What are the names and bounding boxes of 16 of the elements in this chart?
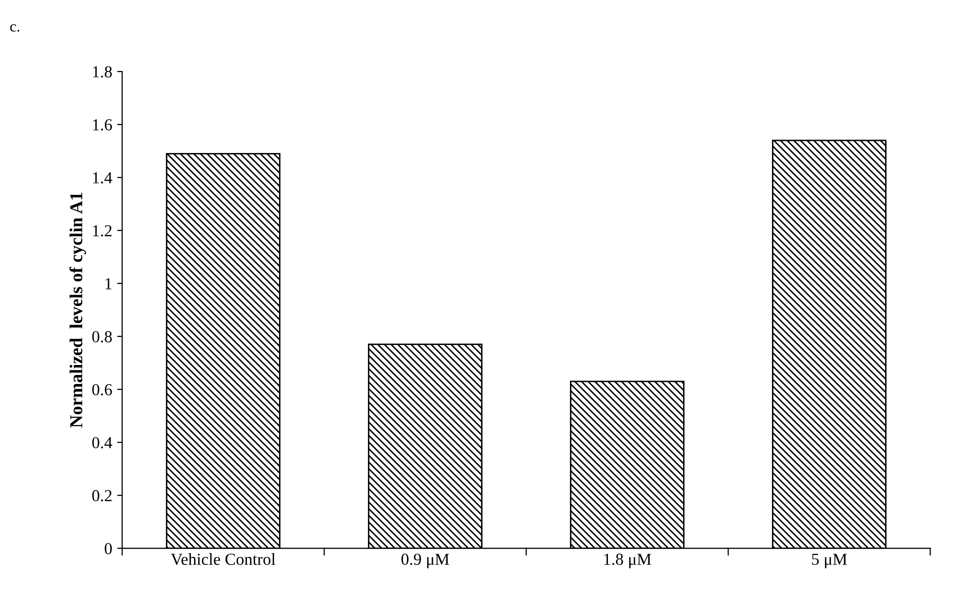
y-tick-label: 0.8: [92, 331, 112, 342]
y-tick-label: 0.6: [92, 384, 112, 396]
x-tick-label: 5 μM: [812, 554, 847, 568]
x-tick-label: 0.9 μM: [401, 554, 450, 568]
y-tick-label: 0.2: [92, 490, 112, 502]
y-tick-label: 1: [106, 278, 112, 290]
y-tick-label: 1.8: [93, 66, 112, 78]
y-tick-label: 1.4: [93, 172, 112, 184]
y-tick-label: 1.2: [93, 225, 112, 236]
y-tick-label: 1.6: [93, 119, 112, 131]
text: c.: [10, 24, 20, 32]
x-tick-label: Vehicle Control: [170, 553, 276, 565]
y-axis-title: Normalized levels of cyclin A1: [69, 192, 86, 428]
x-tick-label: 1.8 μM: [604, 554, 652, 568]
y-tick-label: 0.4: [92, 437, 112, 448]
y-tick-label: 0: [104, 543, 112, 554]
